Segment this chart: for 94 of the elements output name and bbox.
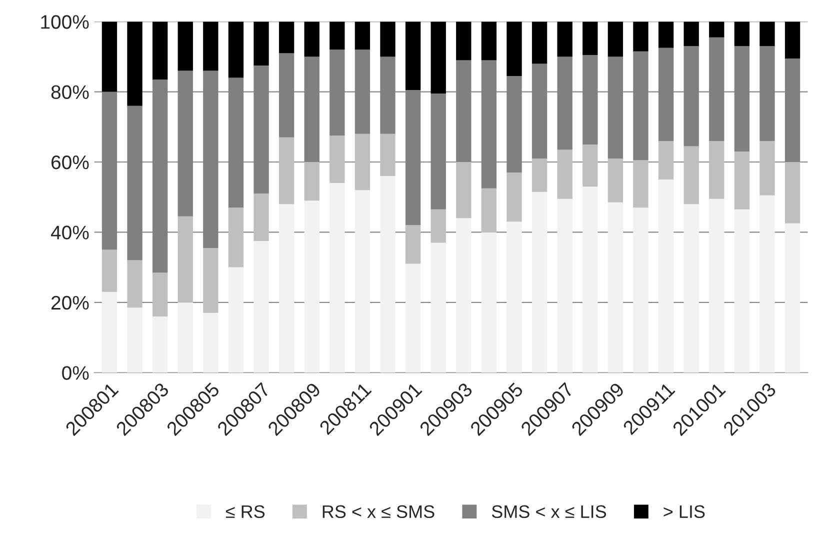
- bar: [430, 22, 446, 94]
- bar: [203, 248, 218, 313]
- bar: [102, 250, 118, 292]
- bar: [557, 150, 572, 199]
- bar: [178, 216, 193, 302]
- bar: [684, 204, 699, 373]
- bar: [684, 22, 699, 46]
- bar: [304, 162, 320, 201]
- bar: [557, 198, 572, 373]
- bar: [633, 160, 648, 208]
- bar: [481, 22, 497, 60]
- bar: [633, 22, 648, 52]
- legend-label: SMS < x ≤ LIS: [492, 505, 606, 518]
- bar: [278, 22, 294, 54]
- bar: [734, 22, 750, 46]
- bar: [633, 208, 648, 373]
- bar: [102, 22, 118, 92]
- bar: [532, 22, 548, 64]
- y-tick-label: 60%: [52, 155, 89, 170]
- bar: [760, 195, 775, 373]
- bar: [532, 192, 548, 373]
- bar: [734, 151, 750, 210]
- bar: [127, 22, 142, 106]
- bar: [608, 158, 624, 202]
- legend-label: RS < x ≤ SMS: [322, 505, 434, 518]
- bar: [430, 242, 446, 373]
- bar: [254, 22, 269, 66]
- bar: [658, 22, 674, 48]
- bar: [354, 190, 370, 373]
- bar: [330, 22, 345, 50]
- bar: [228, 267, 244, 373]
- bar: [228, 22, 244, 78]
- bar: [152, 272, 168, 316]
- y-tick-label: 0%: [62, 366, 89, 380]
- bar: [456, 218, 472, 373]
- bar: [481, 188, 497, 232]
- bar: [127, 308, 142, 373]
- bar: [608, 22, 624, 57]
- bar: [278, 204, 294, 373]
- bar: [330, 183, 345, 373]
- bar: [582, 186, 598, 373]
- bar: [608, 202, 624, 373]
- bar: [506, 22, 522, 76]
- bar: [254, 240, 269, 373]
- bar: [684, 146, 699, 204]
- bar: [203, 312, 218, 373]
- bar: [304, 200, 320, 373]
- bar: [405, 22, 421, 90]
- bar: [178, 302, 193, 373]
- bar: [304, 22, 320, 57]
- bar: [152, 316, 168, 373]
- y-tick-label: 20%: [52, 296, 89, 310]
- bar: [506, 222, 522, 373]
- bar: [734, 209, 750, 373]
- bar: [709, 140, 724, 199]
- bar: [582, 22, 598, 55]
- bar: [506, 172, 522, 222]
- bar: [709, 22, 724, 38]
- bar: [784, 162, 800, 224]
- y-tick-label: 100%: [41, 15, 89, 29]
- bar: [278, 137, 294, 204]
- legend-label: ≤ RS: [226, 505, 265, 518]
- bar: [405, 225, 421, 264]
- bar: [380, 176, 396, 373]
- bar: [582, 144, 598, 187]
- bar: [784, 22, 800, 58]
- legend-label: > LIS: [664, 505, 705, 518]
- bar: [405, 264, 421, 373]
- bar: [178, 22, 193, 71]
- bar: [102, 292, 118, 373]
- bar: [203, 22, 218, 71]
- bar: [254, 194, 269, 241]
- bar: [481, 232, 497, 373]
- bar: [658, 180, 674, 373]
- bar: [330, 136, 345, 184]
- bar: [354, 134, 370, 190]
- bar: [709, 198, 724, 373]
- bar: [532, 158, 548, 192]
- bar: [380, 134, 396, 176]
- bar: [354, 22, 370, 50]
- bar: [152, 22, 168, 80]
- bar: [127, 260, 142, 308]
- bar: [456, 22, 472, 60]
- y-tick-label: 80%: [51, 85, 89, 100]
- bar: [760, 22, 775, 46]
- bar: [430, 209, 446, 243]
- bar: [557, 22, 572, 57]
- bar: [380, 22, 396, 57]
- bar: [456, 162, 472, 218]
- bar: [760, 140, 775, 196]
- y-tick-label: 40%: [50, 226, 89, 240]
- bar: [228, 208, 244, 268]
- bar: [658, 140, 674, 180]
- bar: [784, 223, 800, 373]
